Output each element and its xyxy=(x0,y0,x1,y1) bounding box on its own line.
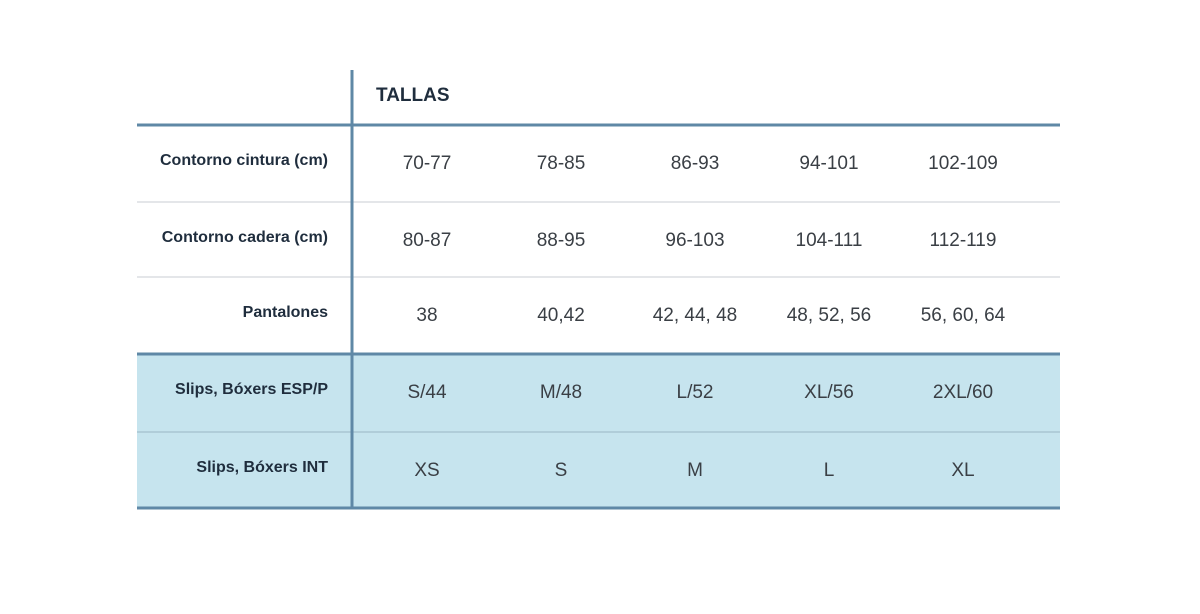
cell-value: 94-101 xyxy=(799,153,858,174)
cell-value: M/48 xyxy=(540,382,582,403)
cell-value: L/52 xyxy=(677,382,714,403)
highlight-band xyxy=(137,354,1060,508)
row-label: Contorno cadera (cm) xyxy=(162,229,328,246)
cell-value: 86-93 xyxy=(671,153,720,174)
cell-value: 56, 60, 64 xyxy=(921,305,1006,326)
cell-value: L xyxy=(824,460,835,481)
cell-value: M xyxy=(687,460,703,481)
cell-value: 112-119 xyxy=(930,230,997,251)
cell-value: XL xyxy=(951,460,974,481)
cell-value: 48, 52, 56 xyxy=(787,305,872,326)
cell-value: 88-95 xyxy=(537,230,586,251)
cell-value: S/44 xyxy=(407,382,447,403)
cell-value: 42, 44, 48 xyxy=(653,305,738,326)
row-label: Slips, Bóxers ESP/P xyxy=(175,381,328,398)
cell-value: 2XL/60 xyxy=(933,382,993,403)
cell-value: 96-103 xyxy=(665,230,724,251)
row-label: Contorno cintura (cm) xyxy=(160,152,328,169)
cell-value: XS xyxy=(414,460,439,481)
table-title: TALLAS xyxy=(376,85,450,106)
cell-value: 40,42 xyxy=(537,305,585,326)
cell-value: S xyxy=(555,460,568,481)
row-label: Slips, Bóxers INT xyxy=(196,459,328,476)
cell-value: 38 xyxy=(416,305,437,326)
cell-value: 104-111 xyxy=(796,230,863,251)
cell-value: 102-109 xyxy=(928,153,998,174)
cell-value: 78-85 xyxy=(537,153,586,174)
cell-value: XL/56 xyxy=(804,382,854,403)
cell-value: 70-77 xyxy=(403,153,452,174)
cell-value: 80-87 xyxy=(403,230,452,251)
row-label: Pantalones xyxy=(243,304,328,321)
